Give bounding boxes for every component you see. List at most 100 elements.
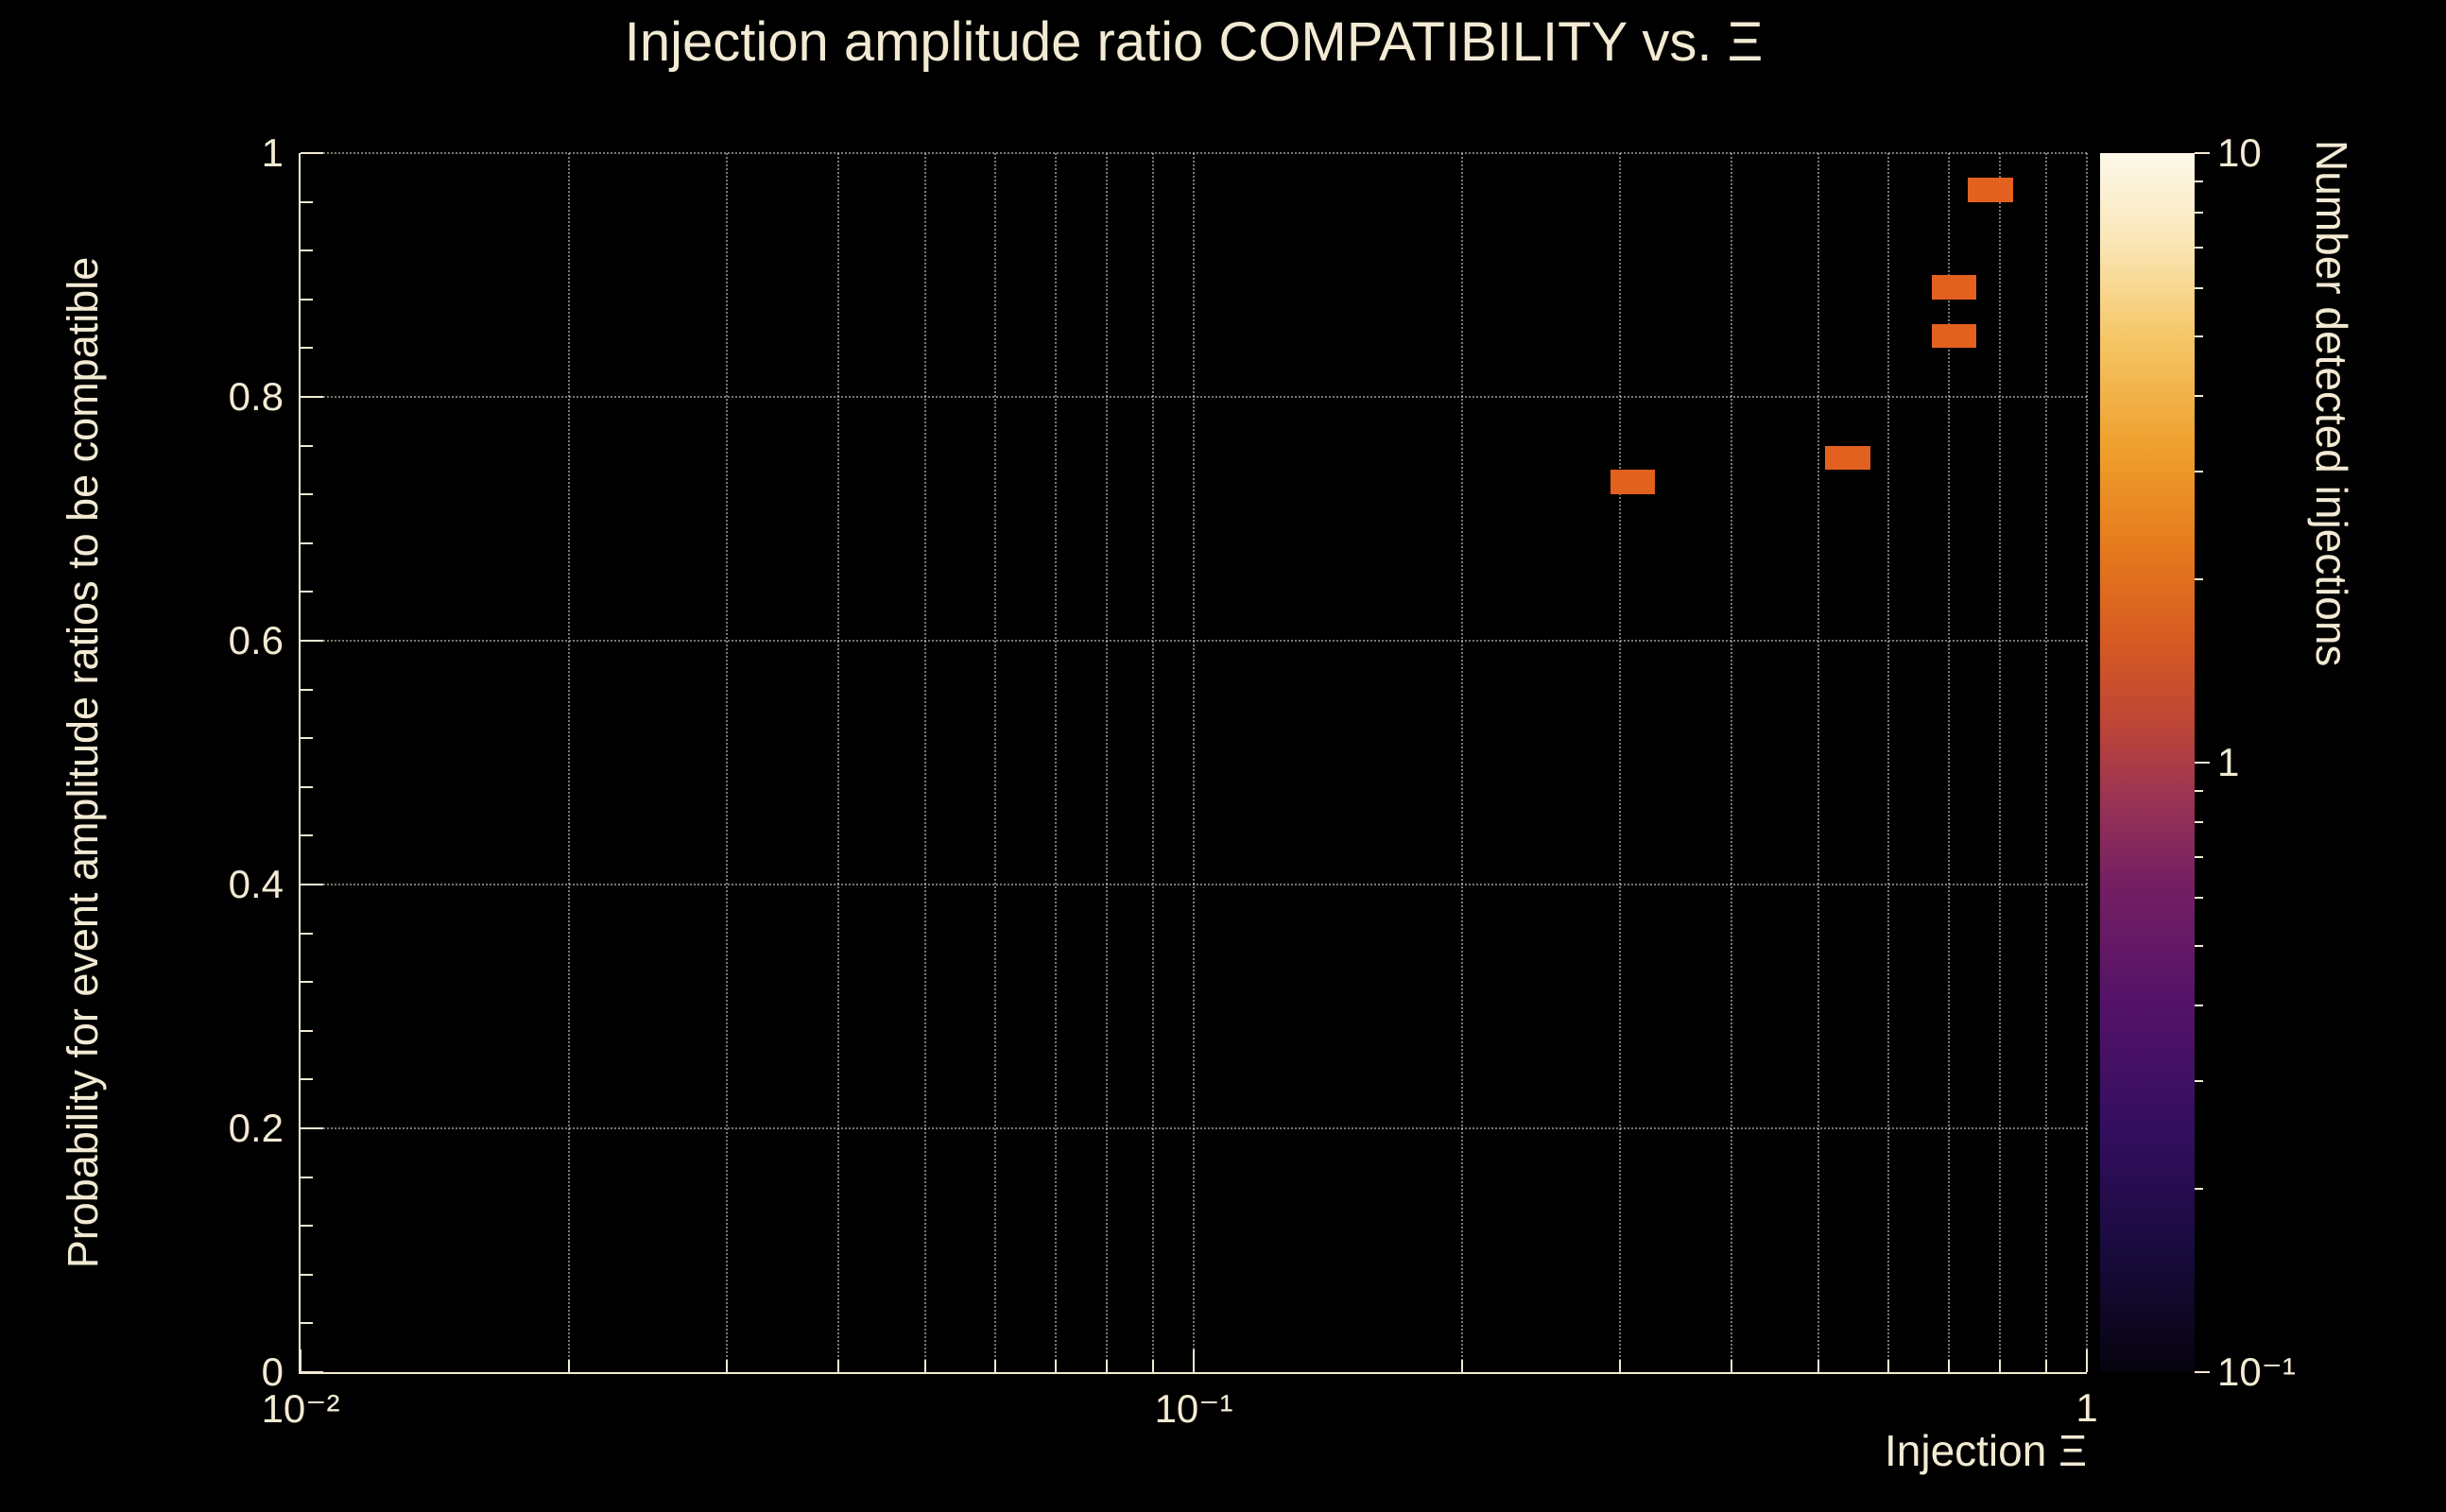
y-tick-label: 0 <box>261 1349 284 1394</box>
x-tick <box>725 1360 728 1372</box>
y-minor-tick <box>301 541 313 544</box>
y-minor-tick <box>301 298 313 301</box>
y-tick <box>301 152 323 154</box>
heatmap-bin <box>1931 323 1977 349</box>
gridline-horizontal <box>301 884 2087 885</box>
z-tick <box>2195 789 2203 792</box>
gridline-horizontal <box>301 640 2087 642</box>
y-tick-label: 0.4 <box>228 862 284 906</box>
z-tick <box>2195 762 2210 764</box>
y-minor-tick <box>301 493 313 496</box>
z-axis-title: Number detected injections <box>2307 140 2356 667</box>
y-tick <box>301 884 323 885</box>
y-tick-label: 1 <box>261 130 284 175</box>
gridline-vertical <box>725 153 728 1372</box>
y-tick <box>301 1371 323 1373</box>
gridline-vertical <box>1730 153 1732 1372</box>
heatmap-bin <box>1610 470 1655 495</box>
z-tick <box>2195 1187 2203 1190</box>
gridline-vertical <box>1887 153 1890 1372</box>
x-tick <box>568 1360 571 1372</box>
y-minor-tick <box>301 1322 313 1325</box>
y-minor-tick <box>301 932 313 935</box>
z-tick <box>2195 897 2203 900</box>
y-minor-tick <box>301 249 313 252</box>
z-tick <box>2195 855 2203 858</box>
y-minor-tick <box>301 1225 313 1228</box>
x-tick <box>2044 1360 2047 1372</box>
x-tick-label: 10⁻² <box>261 1386 340 1431</box>
gridline-vertical <box>994 153 997 1372</box>
x-tick <box>836 1360 839 1372</box>
y-tick-label: 0.2 <box>228 1106 284 1150</box>
gridline-vertical <box>1947 153 1950 1372</box>
heatmap-bin <box>1931 275 1977 300</box>
x-tick <box>1151 1360 1154 1372</box>
y-tick <box>301 1127 323 1129</box>
gridline-vertical <box>1054 153 1057 1372</box>
y-minor-tick <box>301 981 313 984</box>
gridline-vertical <box>1817 153 1819 1372</box>
y-minor-tick <box>301 1029 313 1032</box>
gridline-vertical <box>1193 153 1195 1372</box>
y-tick <box>301 640 323 642</box>
x-tick-label: 1 <box>2076 1385 2098 1430</box>
x-tick <box>2086 1349 2088 1372</box>
gridline-vertical <box>2086 153 2088 1372</box>
z-tick <box>2195 152 2210 154</box>
y-minor-tick <box>301 1078 313 1081</box>
z-tick <box>2195 945 2203 948</box>
z-tick <box>2195 577 2203 580</box>
color-scale-bar <box>2100 153 2195 1372</box>
y-minor-tick <box>301 737 313 740</box>
x-tick <box>994 1360 997 1372</box>
y-minor-tick <box>301 1176 313 1178</box>
gridline-vertical <box>1461 153 1464 1372</box>
z-tick <box>2195 1080 2203 1083</box>
gridline-vertical <box>1618 153 1621 1372</box>
y-minor-tick <box>301 688 313 691</box>
gridline-vertical <box>1151 153 1154 1372</box>
gridline-vertical <box>1106 153 1109 1372</box>
x-tick <box>1054 1360 1057 1372</box>
z-tick-label: 10⁻¹ <box>2217 1349 2296 1394</box>
chart-title: Injection amplitude ratio COMPATIBILITY … <box>624 11 1764 73</box>
gridline-horizontal <box>301 396 2087 398</box>
heatmap-bin <box>1825 445 1870 471</box>
gridline-vertical <box>836 153 839 1372</box>
gridline-vertical <box>2044 153 2047 1372</box>
z-tick <box>2195 1371 2210 1373</box>
x-axis-title: Injection Ξ <box>1884 1426 2087 1475</box>
x-tick <box>300 1349 301 1372</box>
z-tick-label: 10 <box>2217 130 2262 175</box>
x-tick <box>1193 1349 1195 1372</box>
x-tick <box>923 1360 926 1372</box>
x-tick <box>1461 1360 1464 1372</box>
x-tick <box>1999 1360 2002 1372</box>
gridline-horizontal <box>301 152 2087 154</box>
z-tick <box>2195 211 2203 214</box>
y-minor-tick <box>301 785 313 788</box>
y-tick <box>301 396 323 398</box>
y-minor-tick <box>301 347 313 350</box>
x-tick <box>1887 1360 1890 1372</box>
z-tick <box>2195 335 2203 338</box>
z-tick <box>2195 394 2203 397</box>
x-tick <box>1618 1360 1621 1372</box>
y-minor-tick <box>301 591 313 593</box>
z-tick <box>2195 820 2203 823</box>
x-tick <box>1730 1360 1732 1372</box>
y-minor-tick <box>301 834 313 837</box>
z-tick-label: 1 <box>2217 740 2240 784</box>
heatmap-bin <box>1968 177 2013 202</box>
y-axis-line <box>299 153 301 1374</box>
gridline-vertical <box>568 153 571 1372</box>
gridline-vertical <box>1999 153 2002 1372</box>
gridline-horizontal <box>301 1127 2087 1129</box>
z-tick <box>2195 1004 2203 1006</box>
x-tick <box>1106 1360 1109 1372</box>
z-tick <box>2195 471 2203 473</box>
x-tick <box>1817 1360 1819 1372</box>
y-minor-tick <box>301 200 313 203</box>
